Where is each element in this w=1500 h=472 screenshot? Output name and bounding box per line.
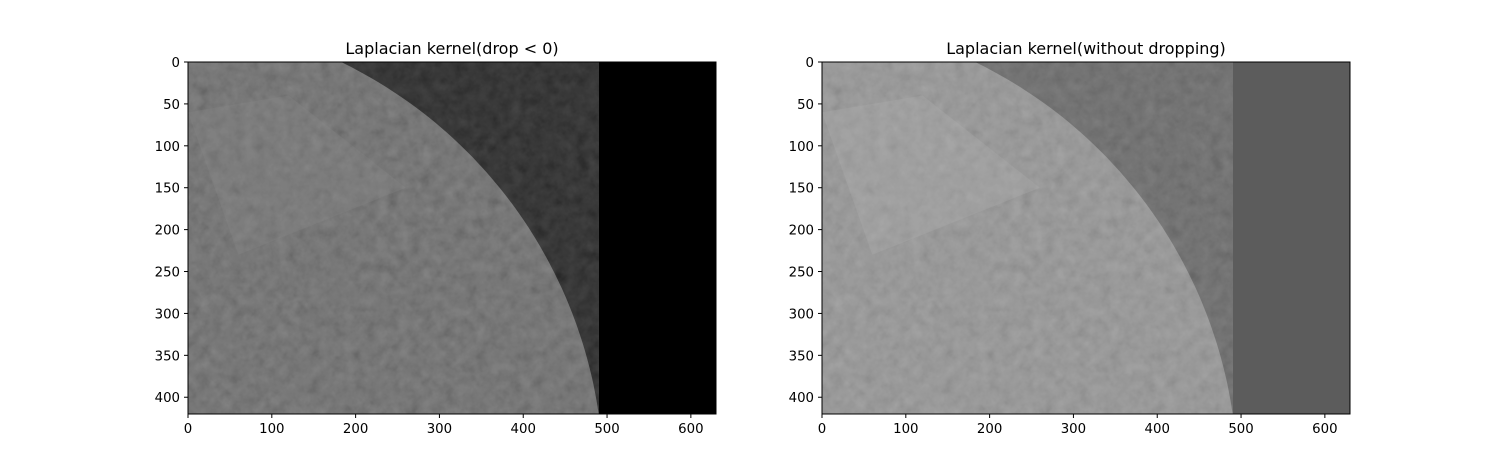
y-tick-label: 400 <box>155 391 180 406</box>
y-tick-label: 50 <box>163 98 180 113</box>
right-x-axis: 0 100 200 300 400 500 600 <box>818 414 1338 437</box>
y-tick-label: 200 <box>789 224 814 239</box>
y-tick-label: 200 <box>155 224 180 239</box>
right-moon-texture <box>822 62 1233 414</box>
x-tick-label: 300 <box>1061 422 1086 437</box>
x-tick-label: 500 <box>1228 422 1253 437</box>
x-tick-label: 200 <box>977 422 1002 437</box>
left-image-panel: Laplacian kernel(drop < 0) 0 100 200 300 400… <box>155 39 717 437</box>
x-tick-label: 400 <box>511 422 536 437</box>
left-axes-frame <box>187 61 717 415</box>
x-tick-label: 300 <box>427 422 452 437</box>
right-axes-frame <box>821 61 1351 415</box>
left-moon-texture <box>188 62 599 414</box>
x-tick-label: 100 <box>259 422 284 437</box>
y-tick-label: 300 <box>789 307 814 322</box>
y-tick-label: 350 <box>789 349 814 364</box>
y-tick-label: 250 <box>155 266 180 281</box>
x-tick-label: 0 <box>818 422 826 437</box>
left-y-axis: 0 50 100 150 200 250 300 350 400 <box>155 56 188 406</box>
right-moon-highland-band <box>822 95 1040 255</box>
y-tick-label: 250 <box>789 266 814 281</box>
x-tick-label: 200 <box>343 422 368 437</box>
x-tick-label: 600 <box>678 422 703 437</box>
left-panel-title: Laplacian kernel(drop < 0) <box>345 39 558 58</box>
x-tick-label: 100 <box>893 422 918 437</box>
y-tick-label: 100 <box>155 140 180 155</box>
right-image-panel: Laplacian kernel(without dropping) 0 100 2… <box>789 39 1351 437</box>
x-tick-label: 400 <box>1145 422 1170 437</box>
y-tick-label: 150 <box>789 182 814 197</box>
left-moon-highland-band <box>188 95 406 255</box>
x-tick-label: 600 <box>1312 422 1337 437</box>
right-y-axis: 0 50 100 150 200 250 300 350 400 <box>789 56 822 406</box>
y-tick-label: 0 <box>806 56 814 71</box>
y-tick-label: 150 <box>155 182 180 197</box>
y-tick-label: 100 <box>789 140 814 155</box>
y-tick-label: 350 <box>155 349 180 364</box>
right-panel-title: Laplacian kernel(without dropping) <box>946 39 1226 58</box>
y-tick-label: 0 <box>172 56 180 71</box>
x-tick-label: 500 <box>594 422 619 437</box>
y-tick-label: 400 <box>789 391 814 406</box>
x-tick-label: 0 <box>184 422 192 437</box>
y-tick-label: 300 <box>155 307 180 322</box>
y-tick-label: 50 <box>797 98 814 113</box>
left-x-axis: 0 100 200 300 400 500 600 <box>184 414 704 437</box>
